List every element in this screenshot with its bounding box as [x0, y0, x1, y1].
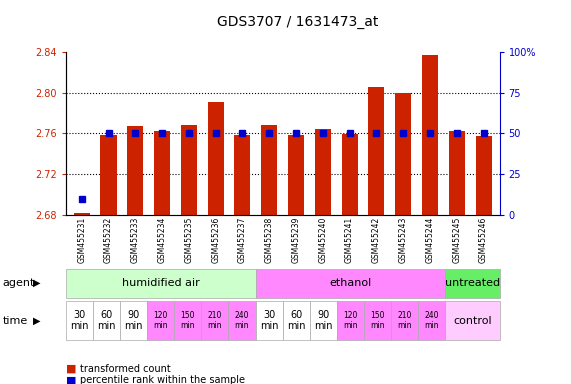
Text: ethanol: ethanol: [329, 278, 372, 288]
Text: untreated: untreated: [445, 278, 500, 288]
Bar: [395, 93, 411, 215]
Text: ▶: ▶: [33, 316, 41, 326]
Bar: [315, 129, 331, 215]
Text: 150
min: 150 min: [180, 311, 195, 330]
Bar: [261, 125, 278, 215]
Bar: [422, 55, 438, 215]
Text: ■: ■: [66, 375, 76, 384]
Text: 90
min: 90 min: [314, 310, 332, 331]
Bar: [368, 86, 384, 215]
Text: 90
min: 90 min: [124, 310, 143, 331]
Text: transformed count: transformed count: [80, 364, 171, 374]
Bar: [100, 136, 116, 215]
Bar: [449, 131, 465, 215]
Text: GDS3707 / 1631473_at: GDS3707 / 1631473_at: [217, 15, 379, 29]
Bar: [341, 134, 357, 215]
Bar: [288, 136, 304, 215]
Text: 120
min: 120 min: [154, 311, 168, 330]
Bar: [154, 131, 170, 215]
Text: 240
min: 240 min: [425, 311, 439, 330]
Text: percentile rank within the sample: percentile rank within the sample: [80, 375, 245, 384]
Text: ■: ■: [66, 364, 76, 374]
Text: 240
min: 240 min: [235, 311, 249, 330]
Text: control: control: [453, 316, 492, 326]
Bar: [208, 102, 224, 215]
Text: 210
min: 210 min: [208, 311, 222, 330]
Text: 30
min: 30 min: [260, 310, 278, 331]
Text: 150
min: 150 min: [371, 311, 385, 330]
Bar: [181, 125, 197, 215]
Text: agent: agent: [3, 278, 35, 288]
Text: 60
min: 60 min: [287, 310, 305, 331]
Text: 60
min: 60 min: [97, 310, 115, 331]
Text: 120
min: 120 min: [343, 311, 357, 330]
Text: 210
min: 210 min: [397, 311, 412, 330]
Bar: [476, 136, 492, 215]
Bar: [127, 126, 143, 215]
Bar: [235, 136, 251, 215]
Text: 30
min: 30 min: [70, 310, 89, 331]
Text: ▶: ▶: [33, 278, 41, 288]
Text: humidified air: humidified air: [122, 278, 199, 288]
Bar: [74, 213, 90, 215]
Text: time: time: [3, 316, 28, 326]
